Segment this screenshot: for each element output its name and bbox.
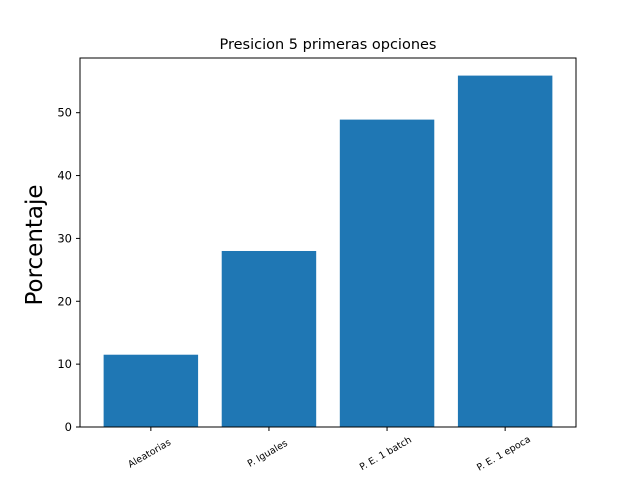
- axes-border: [79, 57, 577, 428]
- bar-1: [221, 250, 317, 427]
- chart-title: Presicion 5 primeras opciones: [219, 37, 436, 53]
- y-tick-label-1: 10: [57, 357, 72, 371]
- y-tick-label-3: 30: [57, 231, 72, 245]
- y-tick-label-0: 0: [65, 420, 72, 434]
- bar-0: [103, 354, 199, 427]
- y-tick-label-2: 20: [57, 294, 72, 308]
- bars-group: [103, 75, 553, 427]
- y-axis-ticks: 0 10 20 30 40 50: [57, 106, 80, 434]
- y-tick-label-4: 40: [57, 169, 72, 183]
- y-axis-label: Porcentaje: [22, 184, 48, 305]
- axes-frame: [79, 57, 577, 428]
- bar-3: [457, 75, 553, 427]
- y-tick-label-5: 50: [57, 106, 72, 120]
- bar-2: [339, 119, 435, 427]
